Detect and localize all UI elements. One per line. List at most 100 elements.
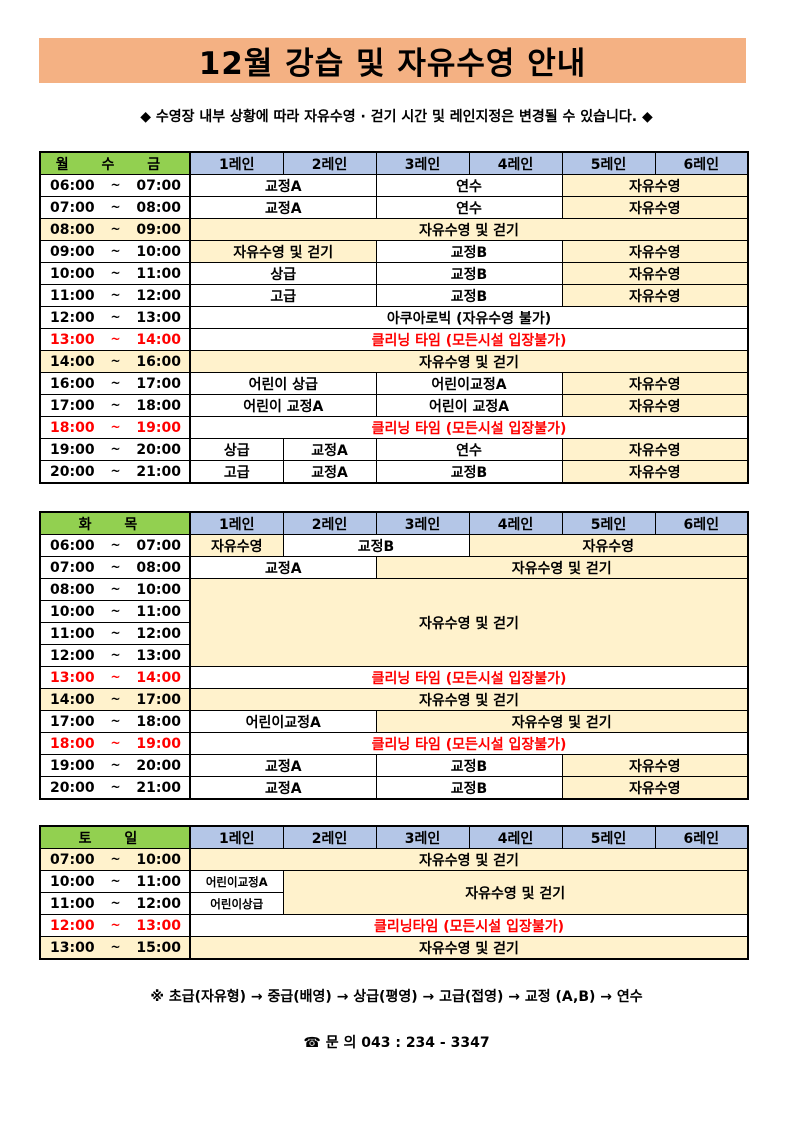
program-cell: 자유수영 및 걷기	[189, 688, 749, 711]
program-cell: 자유수영	[561, 372, 749, 395]
lane-header: 3레인	[375, 511, 470, 535]
program-cell: 고급	[189, 284, 377, 307]
program-cell: 자유수영	[561, 262, 749, 285]
program-cell: 자유수영 및 걷기	[189, 578, 749, 667]
time-separator: ~	[110, 419, 121, 434]
time-end: 11:00	[136, 265, 181, 282]
program-cell: 교정A	[189, 776, 377, 800]
time-separator: ~	[110, 669, 121, 684]
time-separator: ~	[110, 581, 121, 596]
time-end: 10:00	[136, 581, 181, 598]
time-slot: 08:00 ~10:00	[39, 578, 191, 601]
time-separator: ~	[110, 353, 121, 368]
program-cell: 어린이 상급	[189, 372, 377, 395]
time-slot: 09:00 ~10:00	[39, 240, 191, 263]
table-row: 13:00 ~14:00 클리닝 타임 (모든시설 입장불가)	[39, 666, 749, 689]
program-cell: 교정B	[375, 240, 563, 263]
time-start: 19:00	[50, 757, 95, 774]
time-slot: 08:00 ~09:00	[39, 218, 191, 241]
time-start: 13:00	[50, 939, 95, 956]
program-cell: 아쿠아로빅 (자유수영 불가)	[189, 306, 749, 329]
time-end: 17:00	[136, 375, 181, 392]
page-title: 12월 강습 및 자유수영 안내	[39, 38, 746, 83]
table-row: 10:00 ~11:00 어린이교정A 자유수영 및 걷기	[39, 870, 749, 915]
time-start: 11:00	[50, 625, 95, 642]
time-slot: 17:00 ~18:00	[39, 710, 191, 733]
time-end: 20:00	[136, 441, 181, 458]
program-cell: 자유수영	[189, 534, 284, 557]
time-end: 17:00	[136, 691, 181, 708]
day-group-label: 화 목	[39, 511, 191, 535]
table-row: 20:00 ~21:00 교정A 교정B 자유수영	[39, 776, 749, 800]
cleaning-time-cell: 클리닝 타임 (모든시설 입장불가)	[189, 732, 749, 755]
lane-header: 6레인	[654, 151, 749, 175]
schedule-table-mon-wed-fri: 월 수 금 1레인 2레인 3레인 4레인 5레인 6레인 06:00 ~07:00 교정A 연수 자…	[39, 151, 749, 484]
table-row: 06:00 ~07:00 교정A 연수 자유수영	[39, 174, 749, 197]
cleaning-time-cell: 클리닝 타임 (모든시설 입장불가)	[189, 328, 749, 351]
program-cell: 자유수영 및 걷기	[189, 218, 749, 241]
time-end: 10:00	[136, 851, 181, 868]
lane-header: 4레인	[468, 151, 563, 175]
time-slot: 12:00 ~13:00	[39, 644, 191, 667]
program-cell: 교정A	[189, 196, 377, 219]
time-slot: 13:00 ~14:00	[39, 666, 191, 689]
table-row: 11:00 ~12:00 고급 교정B 자유수영	[39, 284, 749, 307]
time-end: 16:00	[136, 353, 181, 370]
lane-header: 5레인	[561, 511, 656, 535]
program-cell: 어린이 교정A	[189, 394, 377, 417]
program-cell: 고급	[189, 460, 284, 484]
time-end: 19:00	[136, 419, 181, 436]
header-row: 화 목 1레인 2레인 3레인 4레인 5레인 6레인	[39, 511, 749, 535]
time-separator: ~	[110, 691, 121, 706]
time-separator: ~	[110, 647, 121, 662]
lane-header: 6레인	[654, 511, 749, 535]
time-start: 18:00	[50, 735, 95, 752]
program-cell: 상급	[189, 438, 284, 461]
time-separator: ~	[110, 177, 121, 192]
time-separator: ~	[110, 917, 121, 932]
time-slot: 16:00 ~17:00	[39, 372, 191, 395]
time-separator: ~	[110, 331, 121, 346]
time-start: 12:00	[50, 647, 95, 664]
time-separator: ~	[110, 939, 121, 954]
time-slot: 18:00 ~19:00	[39, 416, 191, 439]
time-end: 11:00	[136, 873, 181, 890]
time-start: 11:00	[50, 287, 95, 304]
time-separator: ~	[110, 221, 121, 236]
lane-header: 3레인	[375, 825, 470, 849]
time-end: 19:00	[136, 735, 181, 752]
program-cell: 자유수영	[561, 776, 749, 800]
time-start: 07:00	[50, 559, 95, 576]
time-separator: ~	[110, 397, 121, 412]
program-cell: 자유수영 및 걷기	[375, 556, 749, 579]
time-separator: ~	[110, 625, 121, 640]
program-cell: 자유수영	[561, 240, 749, 263]
time-slot: 19:00 ~20:00	[39, 754, 191, 777]
header-row: 토 일 1레인 2레인 3레인 4레인 5레인 6레인	[39, 825, 749, 849]
program-cell: 자유수영	[561, 284, 749, 307]
table-row: 10:00 ~11:00 상급 교정B 자유수영	[39, 262, 749, 285]
time-end: 18:00	[136, 397, 181, 414]
table-row: 12:00 ~13:00	[39, 644, 748, 667]
time-end: 14:00	[136, 669, 181, 686]
lane-header: 5레인	[561, 151, 656, 175]
lane-header: 1레인	[189, 825, 284, 849]
lane-header: 1레인	[189, 511, 284, 535]
time-start: 10:00	[50, 265, 95, 282]
program-cell: 자유수영	[561, 196, 749, 219]
time-end: 14:00	[136, 331, 181, 348]
time-slot: 17:00 ~18:00	[39, 394, 191, 417]
time-end: 10:00	[136, 243, 181, 260]
table-row: 19:00 ~20:00 상급 교정A 연수 자유수영	[39, 438, 749, 461]
table-row: 07:00 ~08:00 교정A 연수 자유수영	[39, 196, 749, 219]
program-cell: 교정A	[189, 556, 377, 579]
time-slot: 13:00 ~15:00	[39, 936, 191, 960]
table-row: 18:00 ~19:00 클리닝 타임 (모든시설 입장불가)	[39, 416, 749, 439]
table-row: 20:00 ~21:00 고급 교정A 교정B 자유수영	[39, 460, 749, 484]
day-group-label: 토 일	[39, 825, 191, 849]
table-row: 12:00 ~13:00 클리닝타임 (모든시설 입장불가)	[39, 914, 749, 937]
time-slot: 06:00 ~07:00	[39, 534, 191, 557]
program-cell: 어린이상급	[189, 892, 284, 915]
time-start: 13:00	[50, 669, 95, 686]
program-cell: 자유수영 및 걷기	[189, 350, 749, 373]
